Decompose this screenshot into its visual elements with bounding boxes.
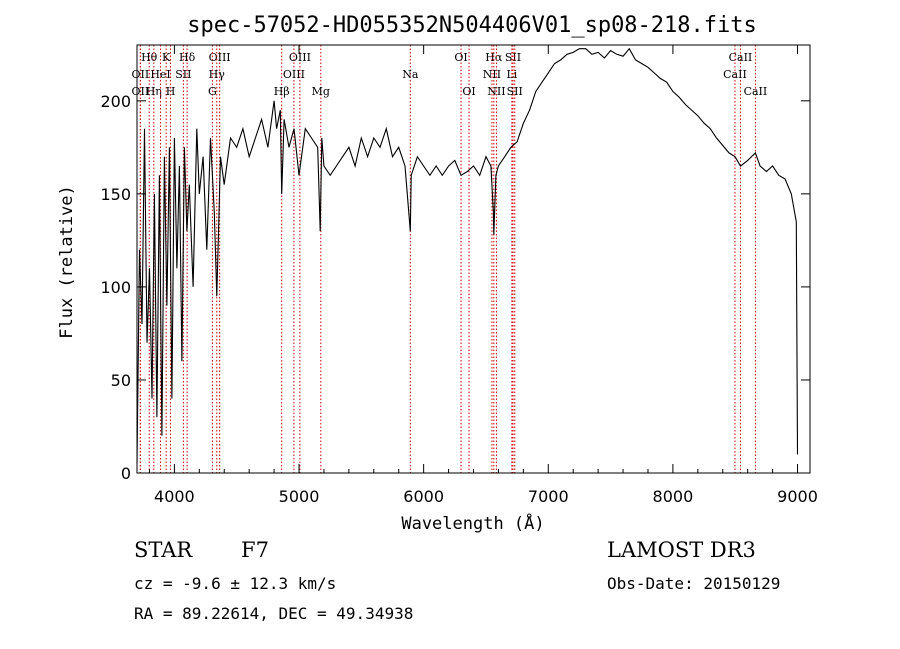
line-marker-label-7: SII [175, 68, 191, 81]
line-marker-label-9: OIII [209, 51, 231, 64]
line-marker-label-4: HeI [150, 68, 170, 81]
line-marker-label-11: G [208, 85, 217, 98]
x-tick-label-5000: 5000 [279, 487, 320, 506]
x-tick-label-7000: 7000 [528, 487, 569, 506]
line-marker-label-22: SII [505, 51, 521, 64]
y-axis-ticks: 0 50 100 150 200 [100, 92, 810, 483]
line-marker-label-20: NII [483, 68, 501, 81]
line-marker-label-17: OI [454, 51, 467, 64]
y-tick-label-200: 200 [100, 92, 131, 111]
line-marker-label-14: OIII [289, 51, 311, 64]
line-marker-label-6: H [166, 85, 176, 98]
line-marker-label-8: Hδ [179, 51, 196, 64]
obs-date: Obs-Date: 20150129 [607, 574, 781, 593]
line-marker-label-15: Mg [312, 85, 330, 98]
y-tick-label-150: 150 [100, 185, 131, 204]
line-marker-label-18: OI [462, 85, 475, 98]
y-tick-label-50: 50 [111, 371, 131, 390]
object-type: STAR [134, 538, 193, 562]
x-axis-ticks: 4000 5000 6000 7000 8000 9000 [148, 45, 818, 506]
line-marker-label-0: Hθ [141, 51, 158, 64]
line-marker-label-10: Hγ [209, 68, 226, 81]
line-marker-label-5: K [162, 51, 171, 64]
line-marker-label-23: Li [506, 68, 517, 81]
line-marker-label-25: CaII [729, 51, 753, 64]
y-tick-label-0: 0 [121, 464, 131, 483]
line-marker-label-26: CaII [723, 68, 747, 81]
chart-title: spec-57052-HD055352N504406V01_sp08-218.f… [187, 13, 757, 38]
spectrum-line [136, 47, 799, 464]
x-tick-label-4000: 4000 [154, 487, 195, 506]
y-tick-label-100: 100 [100, 278, 131, 297]
line-marker-label-3: Hη [146, 85, 162, 98]
x-tick-label-8000: 8000 [653, 487, 694, 506]
line-marker-label-12: Hβ [274, 85, 290, 98]
line-marker-label-27: CaII [744, 85, 768, 98]
x-tick-label-6000: 6000 [403, 487, 444, 506]
y-axis-label: Flux (relative) [57, 185, 77, 339]
line-marker-label-2: OII [132, 85, 150, 98]
line-marker-label-19: Hα [485, 51, 503, 64]
line-marker-label-24: SII [507, 85, 523, 98]
x-tick-label-9000: 9000 [777, 487, 818, 506]
spectral-subclass: F7 [241, 538, 269, 562]
redshift-cz: cz = -9.6 ± 12.3 km/s [134, 574, 337, 593]
ra-dec-coords: RA = 89.22614, DEC = 49.34938 [134, 604, 414, 623]
line-marker-label-16: Na [402, 68, 419, 81]
line-marker-label-21: NII [487, 85, 505, 98]
line-marker-label-13: OIII [283, 68, 305, 81]
x-axis-label: Wavelength (Å) [401, 512, 544, 534]
plot-frame [136, 44, 811, 474]
survey-name: LAMOST DR3 [607, 538, 756, 562]
